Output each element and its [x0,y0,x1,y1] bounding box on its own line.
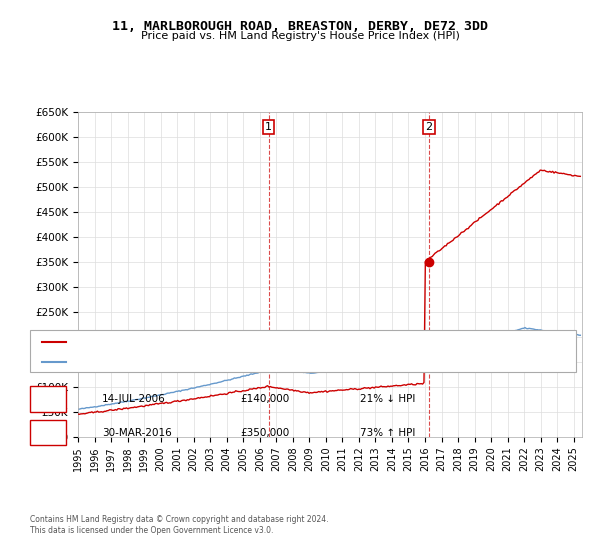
Text: 14-JUL-2006: 14-JUL-2006 [102,394,166,404]
Text: 21% ↓ HPI: 21% ↓ HPI [360,394,415,404]
Text: HPI: Average price, detached house, Erewash: HPI: Average price, detached house, Erew… [72,358,277,367]
Text: 73% ↑ HPI: 73% ↑ HPI [360,428,415,438]
Text: Contains HM Land Registry data © Crown copyright and database right 2024.
This d: Contains HM Land Registry data © Crown c… [30,515,329,535]
Text: Price paid vs. HM Land Registry's House Price Index (HPI): Price paid vs. HM Land Registry's House … [140,31,460,41]
Text: 1: 1 [44,394,52,404]
Text: £350,000: £350,000 [240,428,289,438]
Text: 2: 2 [425,122,433,132]
Text: 2: 2 [44,428,52,438]
Text: 30-MAR-2016: 30-MAR-2016 [102,428,172,438]
Text: 11, MARLBOROUGH ROAD, BREASTON, DERBY, DE72 3DD (detached house): 11, MARLBOROUGH ROAD, BREASTON, DERBY, D… [72,337,414,346]
Text: 1: 1 [265,122,272,132]
Text: £140,000: £140,000 [240,394,289,404]
Text: 11, MARLBOROUGH ROAD, BREASTON, DERBY, DE72 3DD: 11, MARLBOROUGH ROAD, BREASTON, DERBY, D… [112,20,488,32]
